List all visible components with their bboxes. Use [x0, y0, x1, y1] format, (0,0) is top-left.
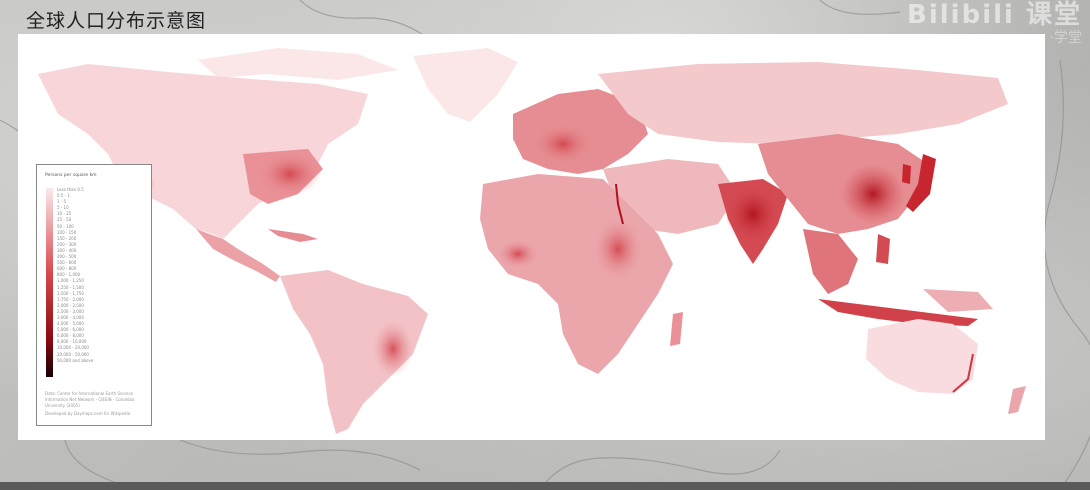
new-guinea — [923, 289, 993, 312]
legend-class-label: 1,250 - 1,500 — [57, 284, 84, 290]
nile-valley — [615, 183, 624, 225]
japan — [906, 154, 936, 212]
legend-class-label: 200 - 300 — [57, 241, 77, 247]
watermark-logo: Bilibili 课堂 ·学堂 — [907, 0, 1082, 46]
legend-class-label: 600 - 800 — [57, 266, 77, 272]
legend-class-label: 50 - 100 — [57, 223, 74, 229]
legend-data-source: Data: Center for International Earth Sci… — [45, 391, 135, 408]
legend-class-label: 1,000 - 1,250 — [57, 278, 84, 284]
central-america — [196, 229, 280, 282]
legend-class-label: 20,000 - 50,000 — [57, 351, 89, 357]
legend-class-label: 3,000 - 4,000 — [57, 314, 84, 320]
watermark-main-text: Bilibili 课堂 — [907, 0, 1082, 30]
legend-class-label: 4,000 - 5,000 — [57, 321, 84, 327]
legend-class-label: Less than 0.5 — [57, 187, 84, 192]
legend-class-label: 0.5 - 1 — [57, 193, 70, 199]
watermark-sub-text: ·学堂 — [1049, 30, 1082, 46]
legend-class-label: 2,500 - 3,000 — [57, 308, 84, 314]
australia-east-coast — [952, 353, 974, 393]
indonesia — [818, 299, 978, 326]
density-legend: Persons per square km Less than 0.5 0.5 -… — [36, 164, 152, 426]
legend-class-label: 500 - 600 — [57, 260, 77, 266]
legend-class-label: 10,000 - 20,000 — [57, 345, 89, 351]
legend-class-label: 50,000 and above — [57, 357, 94, 363]
legend-class-label: 1,500 - 1,750 — [57, 290, 84, 296]
page-title: 全球人口分布示意图 — [26, 10, 207, 32]
new-zealand — [1008, 386, 1026, 414]
legend-credit: Developed by Daymaps.com for Wikipedia — [45, 411, 131, 416]
legend-class-label: 150 - 200 — [57, 235, 77, 241]
legend-class-label: 8,000 - 10,000 — [57, 339, 87, 345]
north-america — [38, 64, 368, 239]
bottom-bar — [0, 482, 1090, 490]
population-density-map: Persons per square km Less than 0.5 0.5 -… — [18, 34, 1045, 440]
legend-class-label: 1 - 5 — [57, 199, 67, 205]
australia — [866, 319, 978, 394]
brazil-coast-density — [373, 321, 413, 377]
legend-class-label: 2,000 - 2,500 — [57, 302, 84, 308]
south-america — [280, 270, 428, 434]
western-europe-density — [533, 124, 593, 164]
india-density — [725, 184, 781, 244]
legend-class-label: 400 - 500 — [57, 254, 77, 260]
greenland — [413, 48, 518, 122]
legend-class-label: 25 - 50 — [57, 217, 72, 223]
legend-class-label: 1,750 - 2,000 — [57, 296, 84, 302]
arctic-islands — [198, 48, 398, 80]
southeast-asia — [803, 229, 858, 294]
legend-class-label: 10 - 25 — [57, 211, 72, 217]
madagascar — [670, 312, 683, 346]
legend-class-label: 6,000 - 8,000 — [57, 333, 84, 339]
legend-class-label: 800 - 1,000 — [57, 272, 81, 278]
us-northeast-density — [258, 152, 322, 196]
korea — [902, 164, 911, 184]
legend-class-label: 300 - 400 — [57, 247, 77, 253]
caribbean — [268, 229, 318, 242]
legend-class-label: 100 - 150 — [57, 229, 77, 235]
legend-title: Persons per square km — [45, 173, 97, 178]
legend-color-ramp — [46, 188, 53, 377]
russia — [598, 62, 1008, 144]
east-china-density — [841, 164, 905, 224]
legend-class-label: 5,000 - 6,000 — [57, 327, 84, 333]
west-africa-density — [498, 240, 538, 268]
east-africa-density — [594, 219, 642, 279]
philippines — [876, 234, 890, 264]
world-map-svg — [38, 48, 1026, 434]
legend-class-label: 5 - 10 — [57, 205, 69, 211]
